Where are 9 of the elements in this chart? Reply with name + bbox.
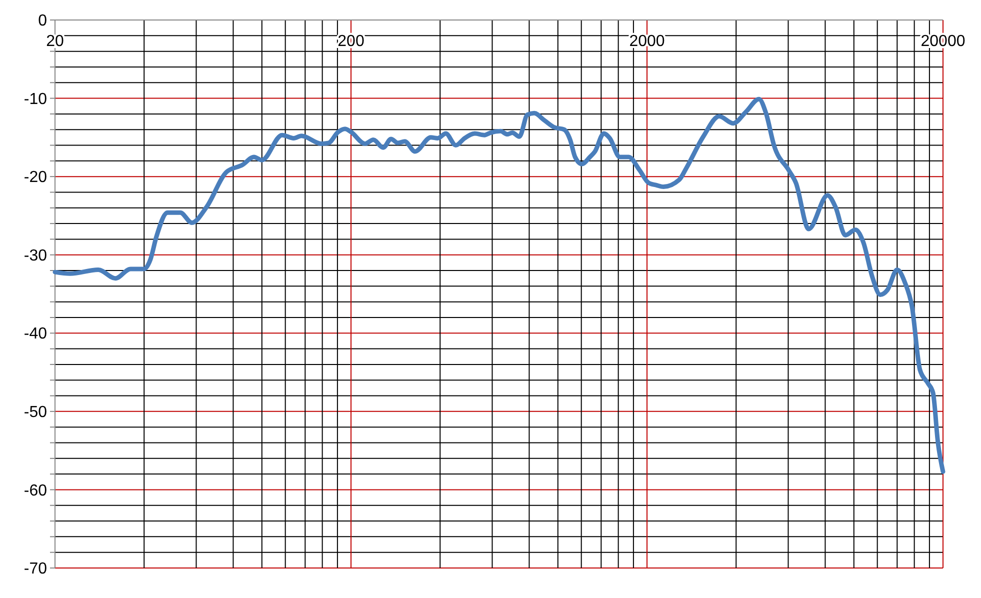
y-tick-label: -10 bbox=[24, 90, 48, 108]
x-tick-label: 20 bbox=[46, 33, 64, 50]
y-tick-label: -70 bbox=[24, 560, 48, 578]
y-tick-label: -50 bbox=[24, 404, 48, 422]
y-tick-label: -60 bbox=[24, 482, 48, 500]
y-tick-label: 0 bbox=[38, 12, 48, 30]
y-tick-label: -20 bbox=[24, 169, 48, 186]
y-tick-label: -40 bbox=[24, 326, 48, 343]
y-tick-label: -30 bbox=[24, 247, 48, 264]
